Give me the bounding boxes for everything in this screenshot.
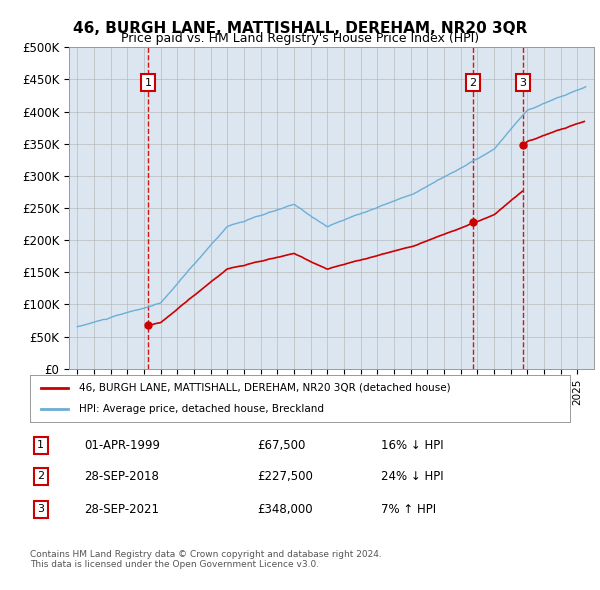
- Text: 46, BURGH LANE, MATTISHALL, DEREHAM, NR20 3QR (detached house): 46, BURGH LANE, MATTISHALL, DEREHAM, NR2…: [79, 383, 450, 393]
- Text: 2: 2: [37, 471, 44, 481]
- Text: £67,500: £67,500: [257, 439, 305, 452]
- Text: 24% ↓ HPI: 24% ↓ HPI: [381, 470, 443, 483]
- Text: Price paid vs. HM Land Registry's House Price Index (HPI): Price paid vs. HM Land Registry's House …: [121, 32, 479, 45]
- Text: 16% ↓ HPI: 16% ↓ HPI: [381, 439, 443, 452]
- Text: 28-SEP-2018: 28-SEP-2018: [84, 470, 159, 483]
- Text: 7% ↑ HPI: 7% ↑ HPI: [381, 503, 436, 516]
- Text: 1: 1: [37, 441, 44, 450]
- Text: 46, BURGH LANE, MATTISHALL, DEREHAM, NR20 3QR: 46, BURGH LANE, MATTISHALL, DEREHAM, NR2…: [73, 21, 527, 35]
- Text: 3: 3: [520, 77, 527, 87]
- Text: Contains HM Land Registry data © Crown copyright and database right 2024.
This d: Contains HM Land Registry data © Crown c…: [30, 550, 382, 569]
- Text: HPI: Average price, detached house, Breckland: HPI: Average price, detached house, Brec…: [79, 404, 323, 414]
- Text: 1: 1: [145, 77, 152, 87]
- Text: 28-SEP-2021: 28-SEP-2021: [84, 503, 159, 516]
- Text: 2: 2: [470, 77, 477, 87]
- Text: £227,500: £227,500: [257, 470, 313, 483]
- Text: 3: 3: [37, 504, 44, 514]
- Text: £348,000: £348,000: [257, 503, 313, 516]
- Text: 01-APR-1999: 01-APR-1999: [84, 439, 160, 452]
